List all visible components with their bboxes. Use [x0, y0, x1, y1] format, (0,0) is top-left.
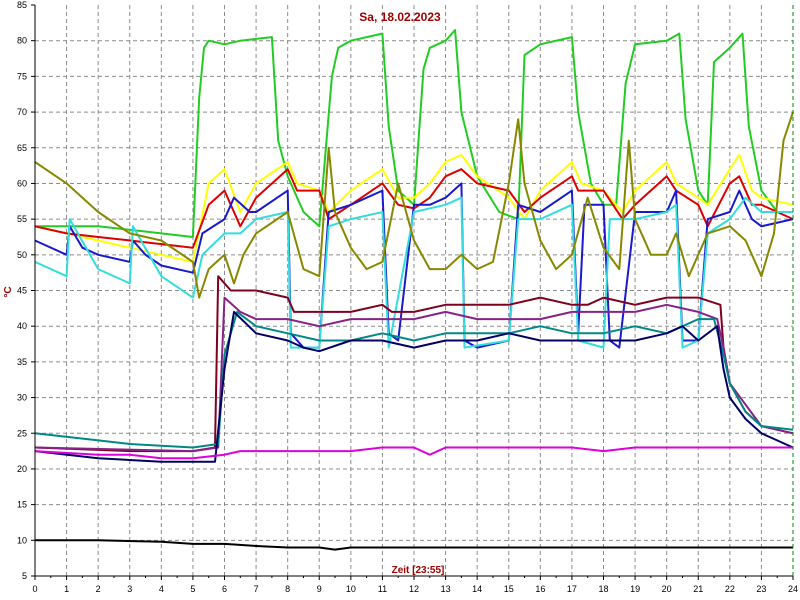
y-tick-label: 25: [17, 428, 27, 438]
y-tick-label: 40: [17, 321, 27, 331]
y-tick-label: 55: [17, 214, 27, 224]
series-line-11: [34, 446, 793, 460]
x-tick-label: 24: [788, 584, 798, 594]
y-tick-label: 80: [17, 36, 27, 46]
x-tick-label: 20: [662, 584, 672, 594]
y-tick-label: 70: [17, 107, 27, 117]
x-tick-label: 23: [756, 584, 766, 594]
x-tick-label: 16: [535, 584, 545, 594]
y-tick-label: 85: [17, 0, 27, 10]
series-line-12: [35, 539, 793, 551]
x-tick-label: 11: [378, 584, 387, 594]
x-tick-label: 5: [190, 584, 195, 594]
x-tick-label: 6: [222, 584, 227, 594]
y-tick-label: 45: [17, 286, 27, 296]
series-line-5: [34, 196, 793, 349]
x-tick-label: 4: [159, 584, 164, 594]
chart-title: Sa, 18.02.2023: [359, 10, 441, 24]
series-layer: [34, 29, 794, 551]
y-tick-label: 30: [17, 393, 27, 403]
y-tick-label: 15: [17, 500, 27, 510]
series-line-10: [34, 310, 794, 463]
x-tick-label: 21: [693, 584, 703, 594]
x-tick-label: 3: [127, 584, 132, 594]
x-tick-label: 17: [567, 584, 577, 594]
x-tick-label: 13: [441, 584, 451, 594]
y-tick-label: 35: [17, 357, 27, 367]
x-tick-label: 12: [409, 584, 419, 594]
y-tick-label: 50: [17, 250, 27, 260]
y-tick-label: 10: [17, 535, 27, 545]
y-tick-label: 75: [17, 71, 27, 81]
x-tick-label: 14: [472, 584, 482, 594]
y-tick-label: 5: [22, 571, 27, 581]
x-tick-label: 19: [630, 584, 640, 594]
series-line-8: [34, 296, 794, 453]
x-tick-label: 9: [317, 584, 322, 594]
series-line-2: [34, 153, 794, 263]
x-tick-label: 2: [96, 584, 101, 594]
series-line-4: [34, 182, 794, 349]
series-line-7: [34, 275, 794, 453]
x-tick-label: 8: [285, 584, 290, 594]
series-line-1: [35, 29, 793, 238]
tick-labels: 0 1 2 3 4 5 6 7 8 9 10 11 12 13 14 15 16 17 18 19 20 21 22 23 24…: [17, 0, 798, 594]
x-tick-label: 10: [346, 584, 356, 594]
series-line-6: [34, 111, 794, 299]
x-axis-title: Zeit [23:55]: [392, 565, 445, 576]
y-tick-label: 65: [17, 143, 27, 153]
x-tick-label: 7: [254, 584, 259, 594]
x-tick-label: 18: [598, 584, 608, 594]
x-tick-label: 15: [504, 584, 514, 594]
y-tick-label: 20: [17, 464, 27, 474]
x-tick-label: 22: [725, 584, 735, 594]
series-line-3: [34, 168, 794, 249]
y-tick-label: 60: [17, 178, 27, 188]
y-axis-title: °C: [3, 286, 14, 297]
x-tick-label: 1: [64, 584, 69, 594]
x-tick-label: 0: [32, 584, 37, 594]
axes: [31, 4, 794, 580]
